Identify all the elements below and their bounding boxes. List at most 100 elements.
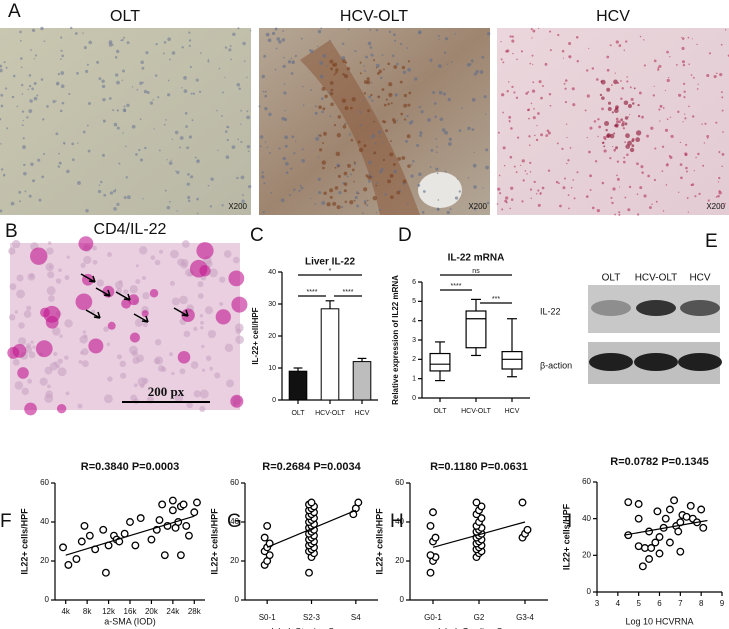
texture-dot [107, 252, 112, 258]
texture-dot [333, 73, 336, 76]
texture-dot [189, 65, 192, 69]
texture-dot [12, 74, 16, 78]
x-tick-label: 20k [145, 607, 159, 616]
texture-dot [627, 208, 631, 212]
point [665, 538, 674, 547]
texture-dot [165, 119, 167, 121]
texture-dot [271, 31, 276, 36]
texture-dot [283, 83, 286, 85]
texture-dot [142, 276, 147, 280]
texture-dot [367, 199, 369, 202]
texture-dot [563, 82, 566, 85]
texture-dot [42, 118, 45, 121]
texture-dot [33, 96, 38, 101]
x-tick-label: 6 [657, 599, 662, 608]
texture-dot [502, 61, 505, 64]
texture-dot [319, 134, 322, 137]
texture-dot [294, 54, 297, 58]
texture-dot [282, 30, 285, 32]
texture-dot [316, 45, 319, 48]
texture-dot [541, 84, 544, 87]
texture-dot [264, 94, 268, 98]
texture-dot [77, 403, 83, 409]
texture-dot [216, 109, 218, 112]
chart-title: IL-22 mRNA [448, 253, 505, 264]
texture-dot [343, 171, 348, 176]
texture-dot [599, 93, 603, 97]
texture-dot [702, 164, 705, 167]
point [59, 543, 67, 552]
texture-dot [541, 186, 545, 190]
point [426, 521, 435, 530]
texture-dot [666, 78, 670, 83]
texture-dot [722, 131, 724, 133]
texture-dot [112, 109, 115, 112]
texture-dot [589, 189, 592, 191]
texture-dot [59, 334, 63, 338]
texture-dot [567, 194, 570, 196]
texture-dot [113, 207, 117, 211]
y-tick-label: 40 [230, 517, 239, 526]
texture-dot [116, 354, 122, 360]
y-tick-label: 5 [412, 298, 416, 305]
y-tick-label: 20 [395, 556, 404, 565]
texture-dot [282, 156, 287, 161]
texture-dot [399, 80, 403, 84]
texture-dot [624, 196, 627, 199]
texture-dot [33, 58, 35, 60]
blot-band [680, 300, 720, 316]
x-tick-label: OLT [433, 408, 447, 415]
texture-dot [39, 377, 48, 386]
texture-dot [246, 110, 249, 113]
texture-dot [719, 73, 723, 77]
texture-dot [106, 342, 111, 347]
point [523, 525, 532, 534]
panel-label: F [0, 511, 12, 532]
texture-dot [392, 118, 396, 122]
texture-dot [97, 189, 102, 194]
texture-dot [591, 206, 595, 210]
texture-dot [288, 194, 291, 196]
texture-dot [375, 29, 378, 32]
texture-dot [698, 192, 701, 196]
texture-dot [597, 135, 599, 138]
texture-dot [721, 109, 724, 112]
texture-dot [626, 153, 629, 157]
texture-dot [12, 358, 20, 366]
texture-dot [420, 110, 424, 114]
texture-dot [693, 169, 695, 172]
texture-dot [721, 96, 724, 99]
texture-dot [20, 83, 24, 87]
point [477, 502, 486, 511]
texture-dot [367, 175, 372, 180]
texture-dot [701, 123, 703, 125]
texture-dot [281, 38, 286, 42]
texture-dot [414, 77, 418, 81]
micrograph-label: OLT [110, 8, 140, 25]
texture-dot [593, 120, 597, 123]
texture-dot [8, 247, 16, 255]
y-tick-label: 0 [45, 595, 50, 604]
texture-dot [120, 39, 123, 42]
texture-dot [133, 383, 138, 388]
band-label: IL-22 [540, 306, 561, 316]
texture-dot [320, 27, 323, 30]
texture-dot [30, 340, 34, 344]
texture-dot [571, 87, 575, 91]
point [472, 498, 481, 507]
fit-line [65, 515, 195, 556]
texture-dot [321, 160, 327, 165]
magnification: X200 [228, 202, 247, 211]
texture-dot [434, 115, 437, 119]
texture-dot [377, 95, 381, 99]
texture-dot [171, 138, 174, 140]
texture-dot [641, 115, 644, 119]
texture-dot [549, 49, 552, 52]
texture-dot [28, 84, 32, 88]
texture-dot [235, 328, 242, 335]
texture-dot [653, 178, 657, 182]
texture-dot [382, 120, 385, 123]
magnification: X200 [468, 202, 487, 211]
texture-dot [278, 40, 282, 44]
